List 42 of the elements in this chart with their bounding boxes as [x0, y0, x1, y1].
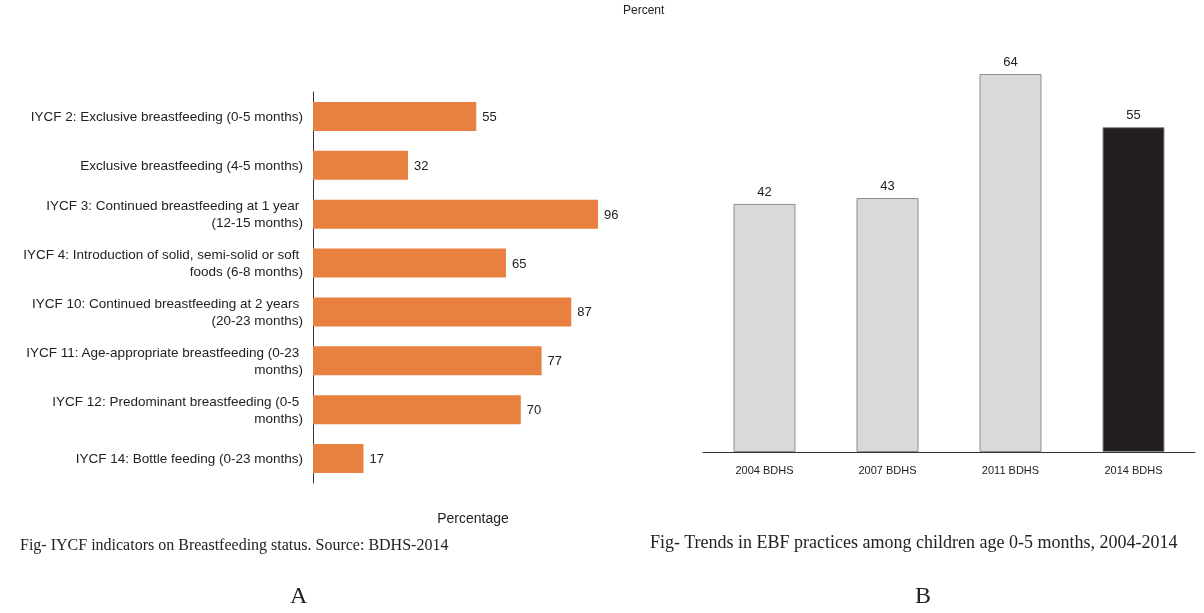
x-axis-title: Percentage [437, 510, 510, 526]
data-label: 43 [880, 178, 895, 194]
data-label: 17 [369, 451, 384, 467]
text: A [290, 582, 308, 609]
bar [313, 395, 521, 425]
data-label: 77 [547, 353, 563, 369]
data-label: 42 [757, 183, 772, 199]
bar [979, 74, 1042, 452]
bar [313, 101, 477, 131]
y-tick-label: IYCF 2: Exclusive breastfeeding (0-5 months) [30, 108, 303, 124]
x-tick-label: 2011 BDHS [981, 463, 1040, 476]
y-tick-label: IYCF 12: Predominant breastfeeding (0-5 months) [52, 393, 303, 426]
bar [733, 203, 796, 452]
text: B [915, 582, 932, 609]
y-tick-label: IYCF 11: Age-appropriate breastfeeding (0-23 months) [26, 344, 303, 377]
bar [1102, 127, 1165, 452]
y-axis-title: Percent [623, 3, 666, 17]
data-label: 55 [1126, 107, 1141, 123]
bar [313, 297, 572, 327]
y-tick-label: IYCF 3: Continued breastfeeding at 1 year (12-15 months) [46, 198, 303, 231]
data-label: 55 [482, 108, 497, 124]
y-tick-label: Exclusive breastfeeding (4-5 months) [80, 157, 303, 173]
data-label: 96 [604, 206, 619, 222]
data-label: 32 [414, 157, 429, 173]
data-label: 64 [1003, 54, 1018, 69]
data-label: 65 [511, 255, 527, 271]
text: Fig- Trends in EBF practices among children age 0-5 months, 2004-2014 [650, 532, 1178, 553]
bar [313, 444, 364, 474]
y-tick-label: IYCF 10: Continued breastfeeding at 2 years (20-23 months) [32, 295, 303, 328]
data-label: 70 [526, 402, 542, 418]
text: Fig- IYCF indicators on Breastfeeding status. Source: BDHS-2014 [20, 536, 449, 554]
x-tick-label: 2014 BDHS [1104, 463, 1163, 476]
x-tick-label: 2007 BDHS [858, 463, 917, 476]
y-tick-label: IYCF 4: Introduction of solid, semi-solid or soft foods (6-8 months) [23, 247, 303, 280]
bar [313, 199, 598, 229]
bar [313, 346, 542, 376]
data-label: 87 [577, 304, 592, 320]
y-tick-label: IYCF 14: Bottle feeding (0-23 months) [75, 451, 303, 467]
bar [856, 198, 919, 452]
bar [313, 248, 506, 278]
bar [313, 150, 408, 180]
x-tick-label: 2004 BDHS [735, 463, 794, 476]
